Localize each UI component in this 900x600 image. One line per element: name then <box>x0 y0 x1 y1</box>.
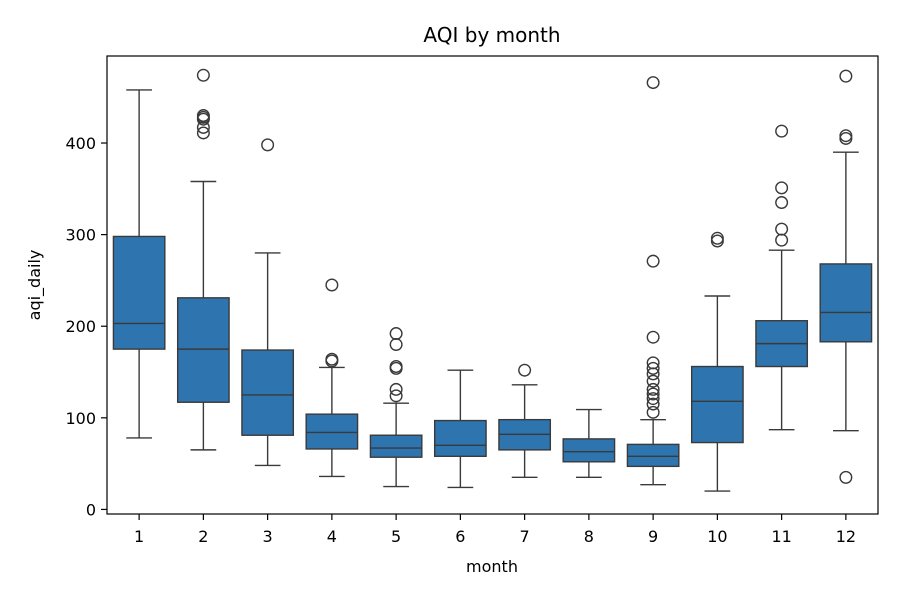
box-month-5 <box>369 327 423 488</box>
box-month-3 <box>241 138 295 467</box>
x-tick-label: 4 <box>327 527 337 546</box>
iqr-box <box>112 235 166 350</box>
box-month-12 <box>819 69 873 484</box>
x-tick-label: 2 <box>198 527 208 546</box>
y-tick-label: 100 <box>65 409 96 428</box>
x-axis: 1 2 3 4 5 6 7 8 9 10 11 12 <box>134 514 856 546</box>
iqr-box <box>176 297 230 403</box>
outlier-point <box>646 382 660 396</box>
plot-area <box>112 68 873 492</box>
x-tick-label: 1 <box>134 527 144 546</box>
outlier-point <box>646 254 660 268</box>
outlier-point <box>710 234 724 248</box>
x-tick-label: 8 <box>584 527 594 546</box>
box-month-1 <box>112 89 166 439</box>
box-month-4 <box>305 278 359 478</box>
x-tick-label: 3 <box>263 527 273 546</box>
iqr-box <box>305 413 359 450</box>
outlier-point <box>839 69 853 83</box>
outlier-point <box>389 327 403 341</box>
outlier-point <box>775 222 789 236</box>
outlier-point <box>839 470 853 484</box>
outlier-point <box>646 330 660 344</box>
iqr-box <box>690 365 744 444</box>
outlier-point <box>196 126 210 140</box>
box-month-10 <box>690 231 744 492</box>
y-axis-label: aqi_daily <box>25 250 45 321</box>
box-month-2 <box>176 68 230 451</box>
outlier-point <box>839 131 853 145</box>
outlier-point <box>196 109 210 123</box>
chart-title: AQI by month <box>423 23 560 47</box>
y-tick-label: 200 <box>65 317 96 336</box>
x-tick-label: 10 <box>707 527 727 546</box>
outlier-point <box>325 352 339 366</box>
y-axis: 0 100 200 300 400 <box>65 134 107 519</box>
outlier-point <box>646 76 660 90</box>
y-tick-label: 300 <box>65 226 96 245</box>
box-month-7 <box>498 363 552 479</box>
outlier-point <box>196 68 210 82</box>
iqr-box <box>626 443 680 468</box>
outlier-point <box>518 363 532 377</box>
outlier-point <box>710 231 724 245</box>
x-tick-label: 9 <box>648 527 658 546</box>
iqr-box <box>369 434 423 458</box>
outlier-point <box>775 233 789 247</box>
box-month-11 <box>755 124 809 431</box>
x-axis-label: month <box>466 557 518 576</box>
outlier-point <box>839 129 853 143</box>
outlier-point <box>775 124 789 138</box>
outlier-point <box>646 405 660 419</box>
outlier-point <box>389 389 403 403</box>
outlier-point <box>389 338 403 352</box>
outlier-point <box>646 361 660 375</box>
outlier-point <box>646 374 660 388</box>
box-month-9 <box>626 76 680 486</box>
outlier-point <box>389 382 403 396</box>
iqr-box <box>241 349 295 436</box>
y-tick-label: 0 <box>86 500 96 519</box>
x-tick-label: 6 <box>455 527 465 546</box>
y-tick-label: 400 <box>65 134 96 153</box>
outlier-point <box>646 387 660 401</box>
x-tick-label: 12 <box>836 527 856 546</box>
outlier-point <box>646 392 660 406</box>
outlier-point <box>775 196 789 210</box>
x-tick-label: 5 <box>391 527 401 546</box>
outlier-point <box>646 397 660 411</box>
iqr-box <box>819 263 873 343</box>
axes-frame <box>106 55 879 515</box>
outlier-point <box>775 181 789 195</box>
outlier-point <box>389 360 403 374</box>
box-month-8 <box>562 408 616 479</box>
outlier-point <box>646 356 660 370</box>
iqr-box <box>562 438 616 463</box>
x-tick-label: 11 <box>771 527 791 546</box>
iqr-box <box>433 419 487 457</box>
box-month-6 <box>433 369 487 489</box>
outlier-point <box>261 138 275 152</box>
x-tick-label: 7 <box>520 527 530 546</box>
outlier-point <box>325 278 339 292</box>
